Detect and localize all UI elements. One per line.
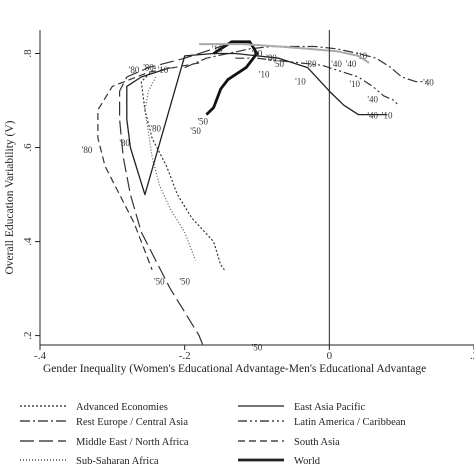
series-line-latin-america-caribbean (235, 57, 399, 106)
point-label: '80 (119, 138, 130, 148)
point-label: '50 (273, 59, 284, 69)
series-line-south-asia (97, 62, 200, 271)
series-line-rest-europe-central-asia (184, 45, 427, 83)
series-line-world (205, 40, 259, 116)
legend: Advanced Economies East Asia Pacific Rest … (20, 402, 406, 467)
y-tick-label: .2 (22, 331, 34, 339)
y-axis-title: Overall Education Variability (V) (4, 120, 16, 274)
legend-label: Sub-Saharan Africa (76, 456, 159, 467)
series-line-unlabeled (199, 43, 370, 64)
x-tick-label: 0 (327, 350, 333, 362)
point-label: '80 (150, 124, 161, 134)
point-label: '80 (266, 53, 277, 63)
axes: -.4 -.2 0 .2 .2 .4 .6 .8 (22, 30, 474, 362)
point-label: '50 (197, 117, 208, 127)
x-tick-label: -.4 (34, 350, 46, 362)
legend-label: South Asia (294, 437, 340, 448)
plot-area: '10'40'80'50'50'80'80'10'40'10'10'40'80'… (82, 40, 434, 352)
point-label: '10 (357, 51, 368, 61)
point-label: '40 (346, 59, 357, 69)
point-label: '50 (179, 277, 190, 287)
y-tick-label: .4 (22, 237, 34, 246)
series-line-advanced-economies (140, 67, 225, 271)
point-label: '40 (367, 95, 378, 105)
y-tick-label: .8 (22, 49, 34, 58)
point-label: '50 (190, 126, 201, 136)
legend-label: Advanced Economies (76, 402, 168, 413)
x-tick-label: .2 (470, 350, 474, 362)
legend-label: Middle East / North Africa (76, 437, 189, 448)
point-label: '40 (423, 78, 434, 88)
point-label: '80 (252, 49, 263, 59)
point-label: '10 (295, 77, 306, 87)
point-label: '50 (252, 342, 263, 352)
legend-label: Latin America / Caribbean (294, 417, 406, 428)
point-label: '80 (82, 145, 93, 155)
legend-label: Rest Europe / Central Asia (76, 417, 188, 428)
y-tick-label: .6 (22, 143, 34, 152)
point-label: '80 (143, 63, 154, 73)
point-label: '80 (306, 59, 317, 69)
point-label: '10 (382, 111, 393, 121)
x-axis-title: Gender Inequality (Women's Educational A… (43, 363, 426, 375)
series-line-middle-east-north-africa (119, 43, 229, 346)
point-label: '10 (349, 79, 360, 89)
legend-label: World (294, 456, 321, 467)
point-label: '10 (212, 44, 223, 54)
point-label: '50 (154, 277, 165, 287)
point-label: '40 (367, 111, 378, 121)
legend-label: East Asia Pacific (294, 402, 365, 413)
point-label: '10 (259, 70, 270, 80)
point-label: '80 (129, 65, 140, 75)
point-label: '40 (331, 59, 342, 69)
x-tick-label: -.2 (179, 350, 191, 362)
